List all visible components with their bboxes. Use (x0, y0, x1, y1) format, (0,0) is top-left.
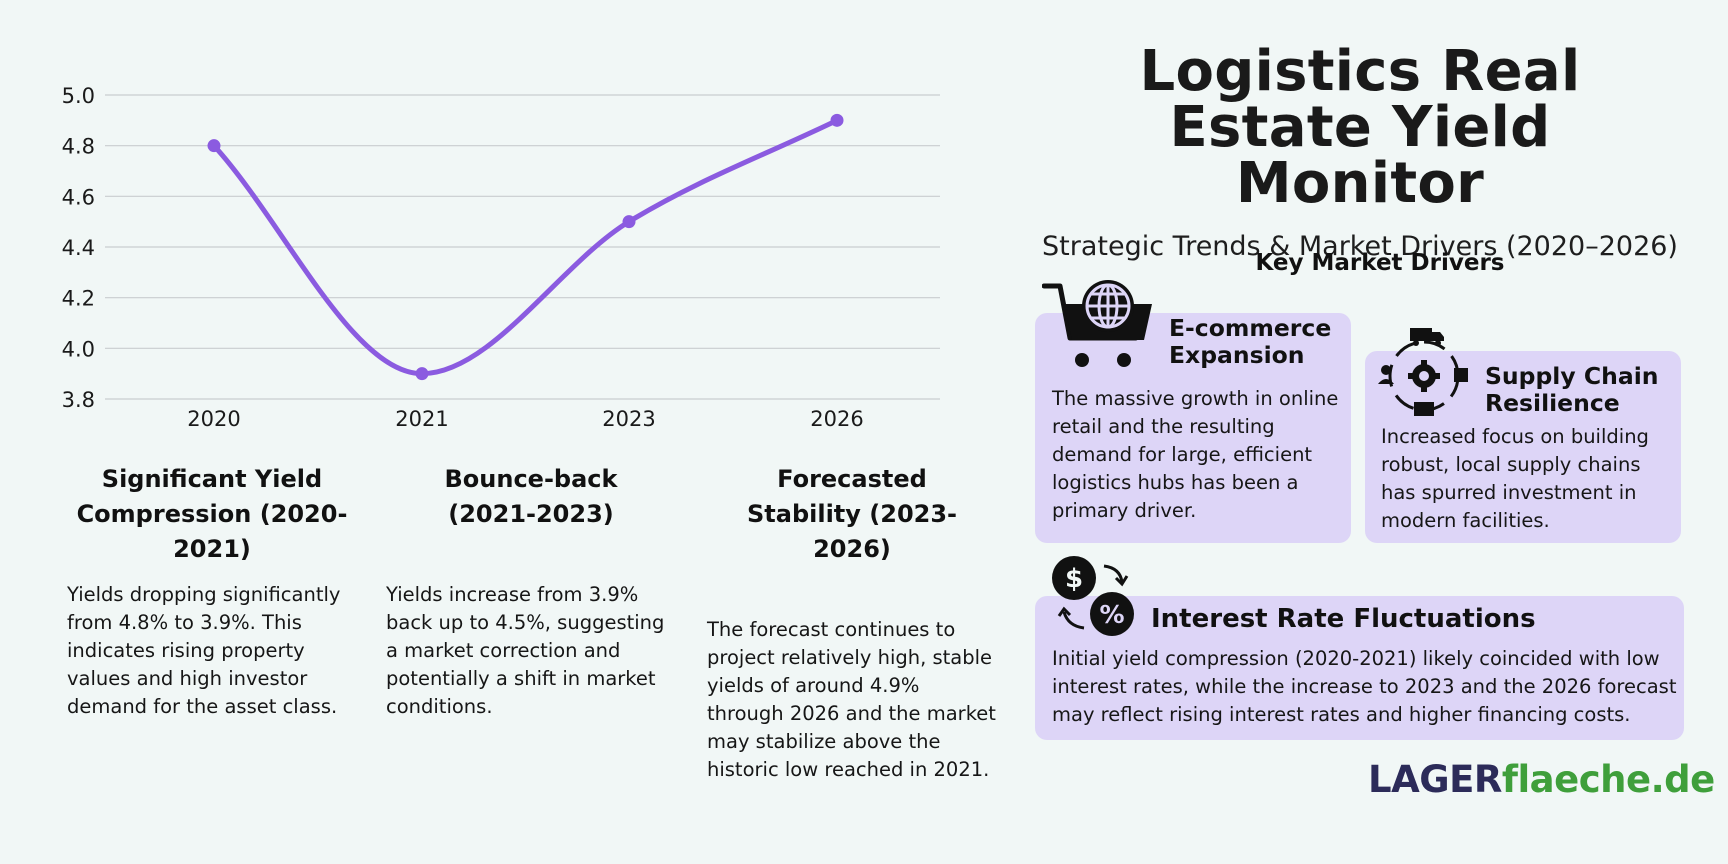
y-tick-label: 4.2 (62, 287, 95, 311)
y-tick-label: 4.6 (62, 185, 95, 209)
phase-bounce-back: Bounce-back (2021-2023) Yields increase … (386, 462, 676, 721)
driver-ecommerce-title: E-commerce Expansion (1169, 314, 1332, 369)
x-axis-tick-labels: 2020 2021 2023 2026 (187, 407, 863, 431)
data-point (622, 215, 636, 229)
chart-gridlines (105, 94, 940, 400)
phase-forecast-heading: Forecasted Stability (2023-2026) (746, 465, 957, 563)
shopping-cart-globe-icon (1042, 280, 1152, 367)
supply-chain-cycle-icon (1378, 328, 1468, 416)
driver-card-ecommerce: E-commerce Expansion The massive growth … (1035, 313, 1351, 543)
page-title: Logistics Real Estate Yield Monitor (1139, 39, 1581, 216)
dollar-percent-exchange-icon: $ % (1052, 556, 1134, 636)
yield-line-chart: 3.8 4.0 4.2 4.4 4.6 4.8 5.0 2020 2021 2023 2026 (62, 84, 940, 431)
drivers-heading: Key Market Drivers (1255, 250, 1505, 276)
yield-series-line (211, 117, 840, 377)
y-tick-label: 3.8 (62, 388, 95, 412)
driver-supply-chain-text: Increased focus on building robust, loca… (1381, 425, 1649, 532)
page-subtitle: Strategic Trends & Market Drivers (2020–… (1042, 231, 1678, 262)
data-point (207, 139, 221, 153)
data-point (830, 113, 844, 127)
logo-part-flaeche: flaeche.de (1501, 758, 1715, 801)
lagerflaeche-logo: LAGERflaeche.de (1368, 758, 1715, 801)
phase-compression: Significant Yield Compression (2020-2021… (67, 462, 357, 721)
y-tick-label: 4.4 (62, 236, 95, 260)
driver-card-supply-chain: Supply Chain Resilience Increased focus … (1365, 351, 1681, 543)
y-tick-label: 5.0 (62, 84, 95, 108)
yield-data-points (207, 113, 844, 381)
driver-supply-chain-title: Supply Chain Resilience (1485, 362, 1659, 417)
title-block: Logistics Real Estate Yield Monitor Stra… (1010, 44, 1710, 264)
y-tick-label: 4.0 (62, 337, 95, 361)
phase-bounce-back-text: Yields increase from 3.9% back up to 4.5… (386, 583, 665, 718)
logo-part-lager: LAGER (1368, 758, 1502, 801)
svg-text:$: $ (1065, 564, 1083, 594)
y-axis-tick-labels: 3.8 4.0 4.2 4.4 4.6 4.8 5.0 (62, 84, 95, 412)
driver-interest-text: Initial yield compression (2020-2021) li… (1052, 647, 1677, 726)
svg-text:%: % (1099, 600, 1124, 629)
phase-bounce-back-heading: Bounce-back (2021-2023) (444, 465, 618, 528)
phase-compression-heading: Significant Yield Compression (2020-2021… (76, 465, 348, 563)
driver-card-interest-rate: Interest Rate Fluctuations Initial yield… (1035, 596, 1684, 740)
x-tick-label: 2023 (602, 407, 655, 431)
phase-compression-text: Yields dropping significantly from 4.8% … (67, 583, 341, 718)
phase-forecast: Forecasted Stability (2023-2026) The for… (707, 462, 997, 784)
phase-forecast-text: The forecast continues to project relati… (707, 618, 996, 781)
x-tick-label: 2021 (395, 407, 448, 431)
driver-interest-title: Interest Rate Fluctuations (1151, 604, 1536, 634)
x-tick-label: 2026 (810, 407, 863, 431)
x-tick-label: 2020 (187, 407, 240, 431)
data-point (415, 367, 429, 381)
driver-ecommerce-text: The massive growth in online retail and … (1052, 387, 1339, 522)
y-tick-label: 4.8 (62, 135, 95, 159)
